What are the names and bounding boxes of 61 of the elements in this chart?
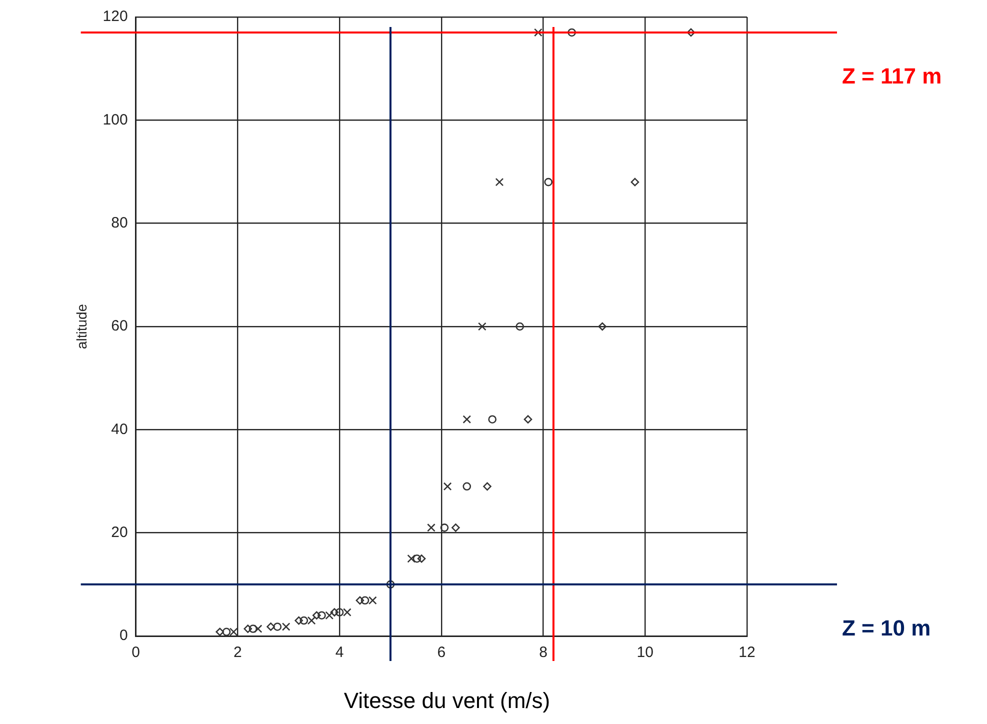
point [294, 616, 303, 625]
point [630, 178, 640, 186]
point [516, 322, 524, 331]
point [440, 524, 449, 532]
point [244, 624, 252, 633]
x-tick-label: 8 [539, 644, 548, 662]
point [229, 628, 238, 636]
point [248, 624, 258, 633]
point [356, 596, 364, 605]
point [386, 580, 395, 589]
point [325, 611, 334, 620]
point [216, 628, 224, 636]
y-tick-label: 60 [111, 318, 128, 335]
point [343, 608, 352, 616]
point [483, 482, 492, 491]
point [544, 178, 553, 186]
y-tick-label: 120 [102, 8, 128, 26]
y-tick-label: 40 [111, 420, 128, 438]
ref-line-label: Z = 10 m [842, 615, 931, 640]
point [273, 622, 282, 631]
point [307, 616, 316, 625]
point [686, 28, 696, 37]
y-tick-label: 20 [111, 524, 128, 541]
point [254, 624, 262, 633]
point [407, 554, 416, 563]
point [222, 628, 231, 636]
point [568, 28, 576, 37]
x-tick-label: 0 [132, 644, 140, 662]
point [368, 596, 377, 605]
point [412, 554, 422, 563]
point [443, 482, 452, 491]
point [300, 616, 308, 625]
y-tick-label: 80 [111, 214, 128, 232]
point [524, 415, 532, 424]
ref-line-label: Z = 117 m [842, 64, 942, 89]
x-tick-label: 12 [738, 644, 756, 662]
point [266, 622, 275, 631]
point [312, 611, 321, 620]
point [452, 524, 460, 532]
y-axis-title: altitude [73, 304, 90, 350]
point [598, 322, 607, 331]
point [478, 322, 486, 331]
x-tick-label: 4 [335, 644, 344, 662]
x-tick-label: 10 [636, 644, 654, 662]
point [427, 523, 436, 532]
point [462, 415, 472, 424]
x-axis-title: Vitesse du vent (m/s) [342, 688, 552, 714]
point [360, 596, 370, 605]
point [330, 608, 339, 616]
x-tick-label: 2 [234, 644, 242, 662]
x-tick-label: 6 [437, 644, 446, 662]
y-tick-label: 0 [119, 627, 128, 644]
point [488, 415, 496, 424]
point [318, 611, 326, 620]
point [534, 28, 542, 37]
point [282, 622, 290, 631]
point [462, 482, 472, 491]
point [335, 608, 344, 616]
point [495, 178, 504, 186]
point [417, 554, 426, 563]
y-tick-label: 100 [102, 111, 128, 128]
